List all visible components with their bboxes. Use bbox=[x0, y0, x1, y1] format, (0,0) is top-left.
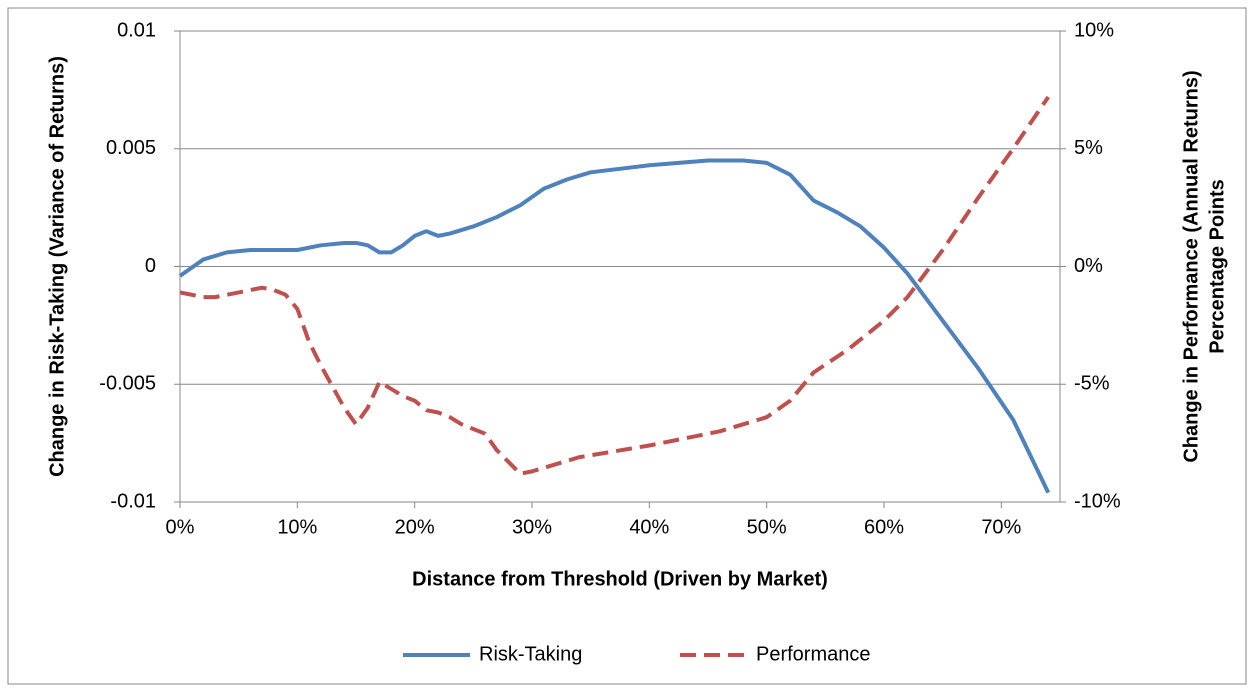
y-axis-title: Change in Risk-Taking (Variance of Retur… bbox=[46, 56, 68, 477]
series-line bbox=[179, 95, 1050, 476]
x-axis-title: Distance from Threshold (Driven by Marke… bbox=[412, 568, 828, 590]
legend-label: Performance bbox=[756, 643, 871, 665]
x-tick-label: 50% bbox=[747, 516, 787, 538]
y2-tick-label: 10% bbox=[1074, 19, 1114, 41]
x-tick-label: 60% bbox=[864, 516, 904, 538]
x-tick-label: 0% bbox=[166, 516, 195, 538]
x-tick-label: 20% bbox=[395, 516, 435, 538]
y2-axis-title: Percentage Points bbox=[1206, 179, 1228, 354]
chart-frame bbox=[7, 7, 1247, 685]
y2-tick-label: 0% bbox=[1074, 255, 1103, 277]
x-tick-label: 30% bbox=[512, 516, 552, 538]
y-tick-label: -0.01 bbox=[110, 490, 156, 512]
legend-label: Risk-Taking bbox=[479, 643, 582, 665]
y2-tick-label: 5% bbox=[1074, 137, 1103, 159]
y-tick-label: 0.01 bbox=[117, 19, 156, 41]
x-tick-label: 40% bbox=[629, 516, 669, 538]
y2-tick-label: -5% bbox=[1074, 373, 1110, 395]
series-line bbox=[178, 158, 1051, 494]
x-tick-label: 10% bbox=[277, 516, 317, 538]
y-tick-label: 0 bbox=[145, 255, 156, 277]
x-tick-label: 70% bbox=[981, 516, 1021, 538]
y-tick-label: 0.005 bbox=[106, 137, 156, 159]
y-tick-label: -0.005 bbox=[99, 373, 156, 395]
y2-axis-title: Change in Performance (Annual Returns) bbox=[1180, 70, 1202, 462]
y2-tick-label: -10% bbox=[1074, 490, 1121, 512]
